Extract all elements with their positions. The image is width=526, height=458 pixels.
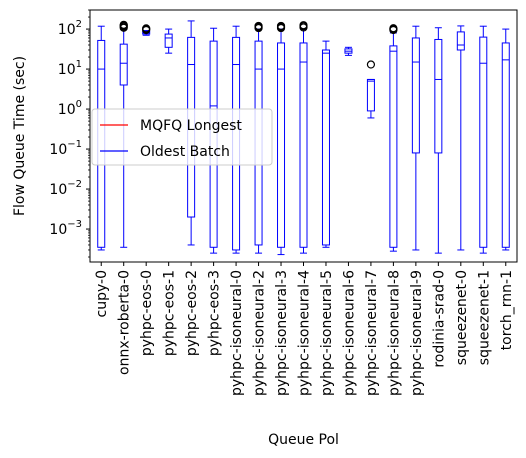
outlier-point [389,24,398,33]
plot-frame [89,9,518,263]
box-iqr [119,43,128,86]
box-pyhpc-isoneural-6 [344,46,353,56]
y-tick-label: 100 [58,99,82,118]
box-pyhpc-isoneural-7 [366,60,376,119]
x-tick-label: pyhpc-eos-0 [139,270,155,356]
x-tick-label: torch_rnn-1 [499,270,515,350]
x-tick-label: pyhpc-isoneural-0 [229,270,245,396]
box-squeezenet-0 [456,25,465,251]
outlier-point [276,21,286,31]
x-tick-label: pyhpc-isoneural-8 [386,270,402,396]
box-iqr [277,42,286,248]
x-tick-label: onnx-roberta-0 [117,270,133,375]
legend: MQFQ Longest Oldest Batch [91,108,273,166]
x-tick-label: pyhpc-isoneural-3 [274,270,290,396]
box-pyhpc-eos-1 [164,28,173,54]
y-axis-label: Flow Queue Time (sec) [12,56,28,216]
legend-frame [91,108,273,166]
box-iqr [434,38,443,154]
x-tick-label: pyhpc-eos-2 [184,270,200,356]
x-tick-label: cupy-0 [94,270,110,317]
y-tick-label: 10−2 [49,179,82,198]
box-pyhpc-isoneural-3 [276,21,286,256]
box-iqr [411,37,420,154]
x-tick-label: rodinia-srad-0 [431,270,447,368]
box-iqr [366,78,375,112]
box-pyhpc-isoneural-9 [411,25,420,251]
legend-label-mqfq-longest: MQFQ Longest [140,118,242,134]
box-torch_rnn-1 [501,28,510,251]
x-tick-label: pyhpc-isoneural-4 [297,270,313,396]
outlier-point [299,21,308,30]
y-tick-label: 101 [58,59,82,78]
x-tick-label: pyhpc-isoneural-9 [409,270,425,396]
box-rodinia-srad-0 [434,27,443,254]
y-tick-label: 10−3 [49,219,82,238]
x-tick-label: pyhpc-isoneural-2 [252,270,268,396]
box-pyhpc-eos-0 [142,24,151,36]
x-tick-label: pyhpc-isoneural-7 [364,270,380,396]
y-tick-label: 102 [58,19,82,38]
box-iqr [299,42,308,248]
outlier-point [119,20,128,29]
box-pyhpc-isoneural-4 [299,21,308,254]
legend-label-oldest-batch: Oldest Batch [140,144,230,160]
box-iqr [501,42,510,248]
box-pyhpc-isoneural-5 [321,40,330,248]
y-ticks-layer: 10−3 10−2 10−1 100 101 102 [49,9,90,258]
box-iqr [479,36,488,248]
x-ticks-layer: cupy-0 onnx-roberta-0 pyhpc-eos-0 pyhpc-eos… [94,262,515,396]
x-tick-label: pyhpc-eos-1 [162,270,178,356]
box-iqr [321,49,330,246]
box-iqr [164,33,173,48]
x-tick-label: squeezenet-1 [476,270,492,365]
outlier-point [366,60,376,69]
box-onnx-roberta-0 [119,20,128,248]
outlier-point [254,21,263,31]
x-tick-label: pyhpc-isoneural-6 [341,270,357,396]
box-pyhpc-isoneural-8 [389,24,398,252]
box-iqr [389,45,398,248]
x-tick-label: pyhpc-eos-3 [207,270,223,356]
box-iqr [456,31,465,51]
x-tick-label: pyhpc-isoneural-5 [319,270,335,396]
x-tick-label: squeezenet-0 [454,270,470,365]
y-tick-label: 10−1 [49,139,82,158]
outlier-point [142,24,151,33]
box-squeezenet-1 [479,25,488,254]
x-axis-label: Queue Pol [268,432,339,448]
